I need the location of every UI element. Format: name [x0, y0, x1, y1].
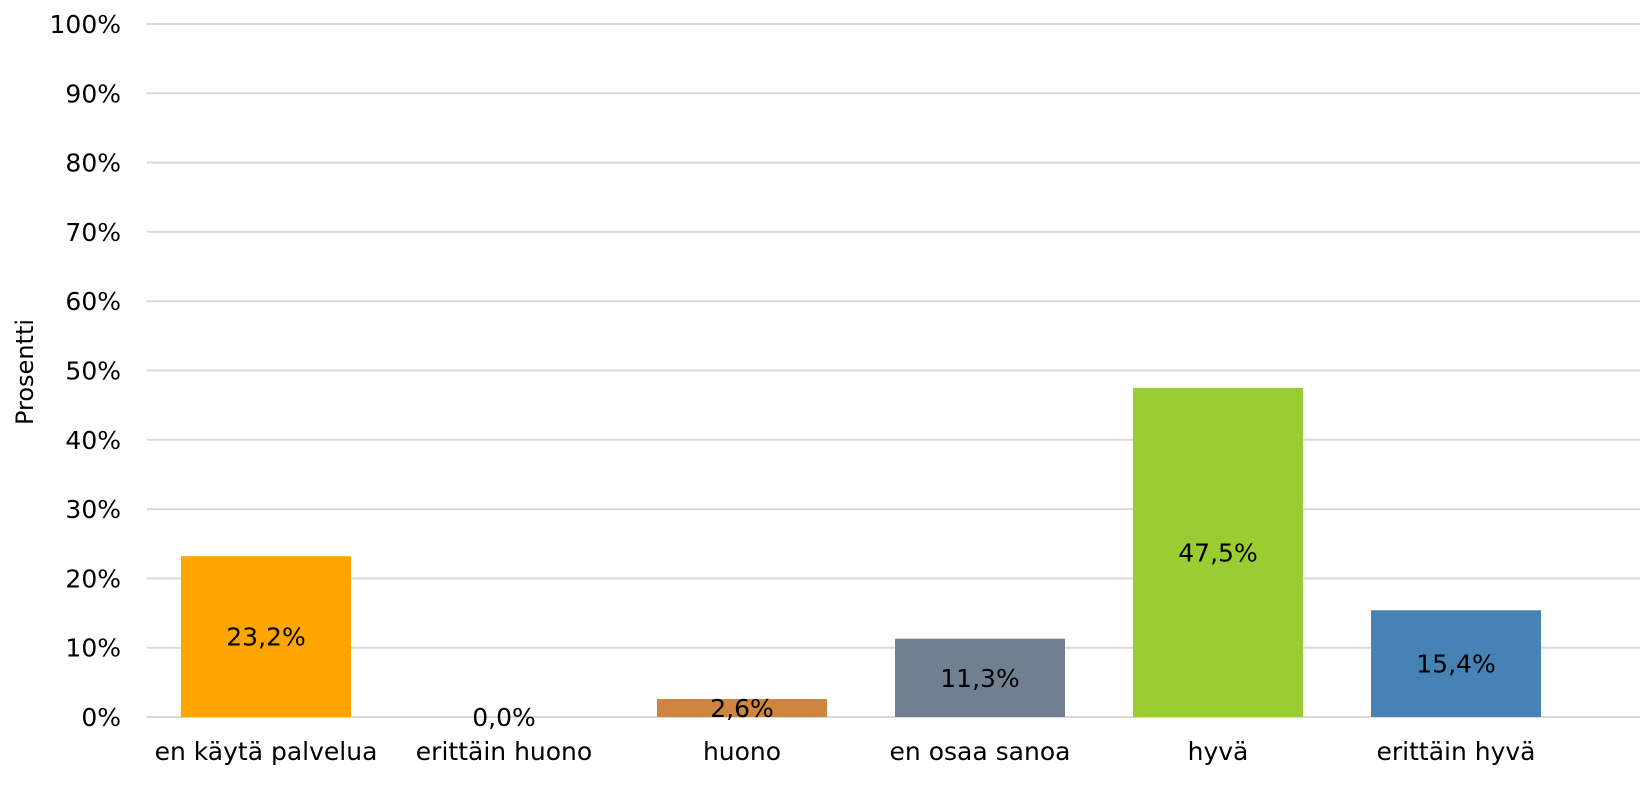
bars — [181, 387, 1541, 717]
bar — [657, 698, 827, 717]
x-category-label: erittäin huono — [416, 737, 592, 766]
x-category-label: en osaa sanoa — [890, 737, 1071, 766]
gridlines — [147, 23, 1640, 718]
y-axis-tick-labels: 0% 10% 20% 30% 40% 50% 60% 70% 80% 90% 100% — [50, 10, 121, 732]
x-category-label: huono — [703, 737, 781, 766]
y-tick-label: 10% — [65, 634, 121, 663]
y-tick-label: 70% — [65, 218, 121, 247]
bar — [1133, 387, 1303, 717]
x-category-label: en käytä palvelua — [155, 737, 378, 766]
y-tick-label: 60% — [65, 287, 121, 316]
y-tick-label: 20% — [65, 564, 121, 593]
y-tick-label: 40% — [65, 426, 121, 455]
y-tick-label: 90% — [65, 79, 121, 108]
x-category-label: erittäin hyvä — [1376, 737, 1535, 766]
y-tick-label: 30% — [65, 495, 121, 524]
data-label: 47,5% — [1178, 538, 1257, 567]
data-label: 2,6% — [710, 694, 774, 723]
data-label: 11,3% — [940, 664, 1019, 693]
data-label: 23,2% — [226, 623, 305, 652]
x-category-label: hyvä — [1188, 737, 1249, 766]
y-axis-title: Prosentti — [11, 319, 39, 425]
x-axis-category-labels: en käytä palvelua erittäin huono huono en o… — [155, 737, 1536, 766]
data-label: 0,0% — [472, 703, 536, 732]
bar — [1371, 610, 1541, 717]
bar — [895, 638, 1065, 717]
data-label: 15,4% — [1416, 650, 1495, 679]
bar — [181, 556, 351, 717]
y-tick-label: 100% — [50, 10, 121, 39]
data-labels: 23,2% 0,0% 2,6% 11,3% 47,5% 15,4% — [226, 538, 1495, 732]
y-tick-label: 0% — [81, 703, 121, 732]
y-tick-label: 50% — [65, 357, 121, 386]
y-tick-label: 80% — [65, 149, 121, 178]
